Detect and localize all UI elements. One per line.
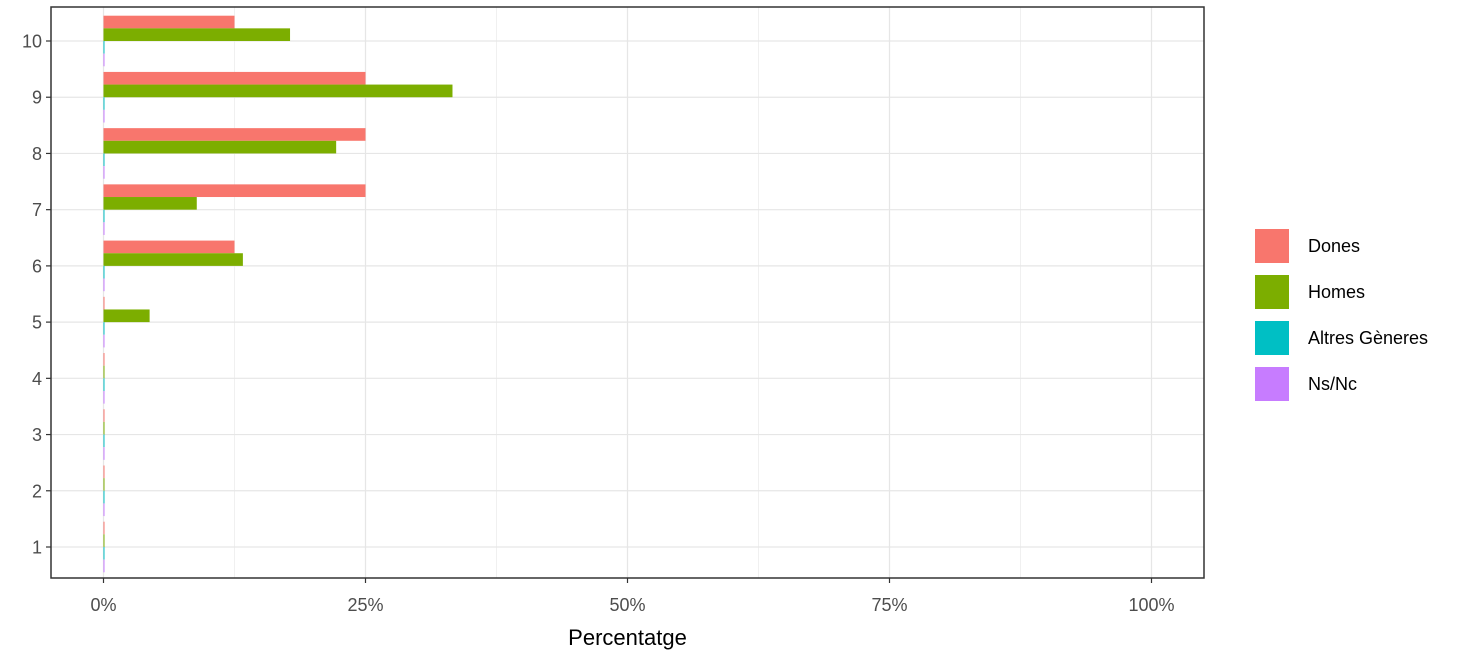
bar-dones-7 [103,184,366,198]
axis-ticks [46,40,1153,583]
y-tick-label: 2 [32,481,42,501]
bar-ns-nc-5 [103,334,105,348]
legend: Dones Homes Altres Gèneres Ns/Nc [1255,229,1428,401]
bar-homes-8 [103,140,337,154]
y-tick-label: 8 [32,144,42,164]
bar-ns-nc-3 [103,447,105,460]
bar-dones-9 [103,71,366,85]
bar-altres-g-neres-7 [103,209,105,223]
bar-homes-10 [103,28,291,41]
bar-homes-6 [103,253,243,266]
bar-altres-g-neres-8 [103,153,105,167]
bar-homes-7 [103,197,197,210]
bar-dones-8 [103,128,366,141]
bar-homes-5 [103,309,150,323]
legend-key-homes [1255,275,1289,309]
x-axis-title: Percentatge [568,625,687,650]
bar-dones-4 [103,353,105,366]
bar-homes-1 [103,534,105,547]
x-tick-labels: 0% 25% 50% 75% 100% [90,595,1174,615]
bar-dones-3 [103,409,105,422]
bar-altres-g-neres-2 [103,490,105,504]
legend-label: Dones [1308,236,1360,256]
legend-key-altres-g-neres [1255,321,1289,355]
bar-dones-10 [103,15,235,29]
bars [103,15,453,573]
bar-altres-g-neres-3 [103,434,105,448]
bar-dones-5 [103,296,105,310]
bar-homes-3 [103,421,105,435]
panel-grid [51,7,1204,578]
bar-ns-nc-10 [103,53,105,67]
y-tick-label: 5 [32,313,42,333]
bar-homes-4 [103,365,105,379]
legend-key-ns-nc [1255,367,1289,401]
legend-key-dones [1255,229,1289,263]
bar-altres-g-neres-1 [103,547,105,560]
bar-ns-nc-4 [103,390,105,404]
y-tick-label: 9 [32,88,42,108]
bar-homes-9 [103,84,453,98]
bar-altres-g-neres-4 [103,378,105,391]
x-tick-label: 75% [871,595,907,615]
legend-label: Ns/Nc [1308,374,1357,394]
bar-dones-1 [103,521,105,535]
y-tick-label: 10 [22,32,42,52]
bar-altres-g-neres-6 [103,265,105,279]
y-tick-label: 1 [32,538,42,558]
bar-ns-nc-8 [103,166,105,179]
bar-ns-nc-1 [103,559,105,573]
bar-ns-nc-9 [103,109,105,123]
y-tick-labels: 1 2 3 4 5 6 7 8 9 10 [22,32,42,558]
bar-altres-g-neres-5 [103,322,105,335]
bar-homes-2 [103,478,105,491]
bar-dones-2 [103,465,105,479]
y-tick-label: 7 [32,200,42,220]
bar-ns-nc-7 [103,222,105,235]
legend-label: Altres Gèneres [1308,328,1428,348]
bar-ns-nc-6 [103,278,105,292]
bar-altres-g-neres-9 [103,97,105,110]
legend-label: Homes [1308,282,1365,302]
y-tick-label: 3 [32,425,42,445]
bar-dones-6 [103,240,235,254]
x-tick-label: 25% [347,595,383,615]
y-tick-label: 6 [32,256,42,276]
y-tick-label: 4 [32,369,42,389]
x-tick-label: 0% [90,595,116,615]
bar-ns-nc-2 [103,503,105,517]
bar-altres-g-neres-10 [103,41,105,54]
x-tick-label: 50% [609,595,645,615]
x-tick-label: 100% [1128,595,1174,615]
